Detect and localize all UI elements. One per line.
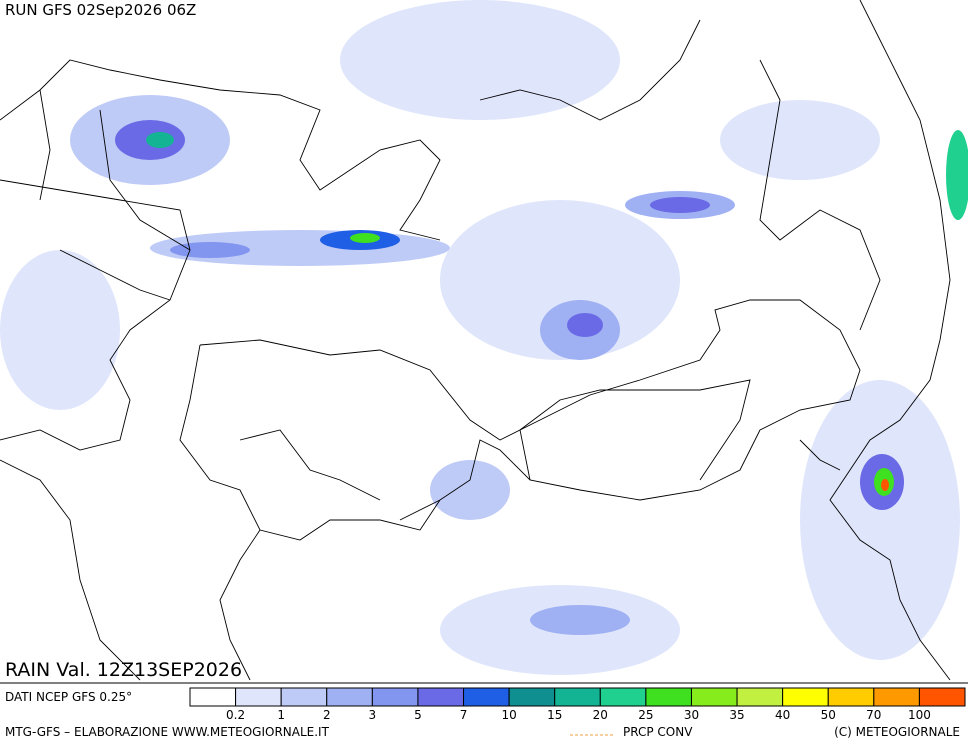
scale-box [782, 687, 829, 707]
scale-label: 0.2 [226, 708, 245, 722]
scale-label: 35 [729, 708, 744, 722]
scale-label: 5 [414, 708, 422, 722]
scale-label: 100 [908, 708, 931, 722]
color-scale: 0.2 1 2 3 5 7 10 15 20 25 30 35 40 50 70 100 [189, 687, 966, 722]
scale-box [827, 687, 875, 707]
scale-label: 30 [684, 708, 699, 722]
scale-box [371, 687, 419, 707]
scale-label: 20 [593, 708, 608, 722]
scale-label: 70 [866, 708, 881, 722]
scale-label: 2 [323, 708, 331, 722]
scale-box [873, 687, 920, 707]
copyright: (C) METEOGIORNALE [834, 725, 960, 739]
scale-box [417, 687, 465, 707]
scale-box [189, 687, 237, 707]
run-label: RUN GFS 02Sep2026 06Z [5, 1, 196, 19]
source-label: DATI NCEP GFS 0.25° [5, 690, 132, 704]
scale-label: 1 [277, 708, 285, 722]
scale-label: 7 [460, 708, 468, 722]
scale-box [554, 687, 601, 707]
credit: MTG-GFS – ELABORAZIONE WWW.METEOGIORNALE… [5, 725, 330, 739]
conv-label: PRCP CONV [623, 725, 693, 739]
scale-label: 25 [638, 708, 653, 722]
scale-box [235, 687, 282, 707]
scale-box [645, 687, 692, 707]
scale-box [599, 687, 647, 707]
scale-box [736, 687, 784, 707]
precip-field [0, 0, 968, 675]
scale-box [326, 687, 373, 707]
valid-label: RAIN Val. 12Z13SEP2026 [5, 659, 242, 681]
borders [0, 0, 951, 681]
scale-box [508, 687, 556, 707]
scale-box [463, 687, 510, 707]
scale-label: 15 [547, 708, 562, 722]
scale-box [690, 687, 738, 707]
scale-label: 10 [501, 708, 516, 722]
scale-box [918, 687, 966, 707]
scale-label: 40 [775, 708, 790, 722]
scale-label: 3 [369, 708, 377, 722]
scale-box [280, 687, 328, 707]
scale-label: 50 [821, 708, 836, 722]
